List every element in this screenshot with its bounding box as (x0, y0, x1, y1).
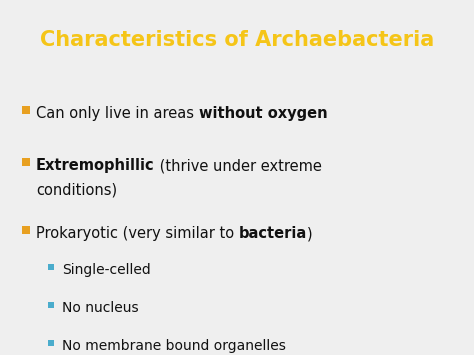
Text: Characteristics of Archaebacteria: Characteristics of Archaebacteria (40, 30, 434, 50)
Bar (48, 340, 54, 346)
Text: without oxygen: without oxygen (199, 106, 327, 121)
Text: Prokaryotic (very similar to: Prokaryotic (very similar to (36, 226, 239, 241)
Text: ): ) (307, 226, 313, 241)
Bar (22, 106, 30, 114)
Text: bacteria: bacteria (239, 226, 307, 241)
Text: Can only live in areas: Can only live in areas (36, 106, 199, 121)
Text: No nucleus: No nucleus (62, 301, 138, 315)
Text: Single-celled: Single-celled (62, 263, 151, 277)
Bar (48, 302, 54, 308)
Text: (thrive under extreme: (thrive under extreme (155, 158, 321, 173)
Text: No membrane bound organelles: No membrane bound organelles (62, 339, 286, 353)
Bar (22, 158, 30, 166)
Text: Extremophillic: Extremophillic (36, 158, 155, 173)
Bar (22, 226, 30, 234)
Bar (48, 264, 54, 270)
Text: conditions): conditions) (36, 182, 117, 197)
